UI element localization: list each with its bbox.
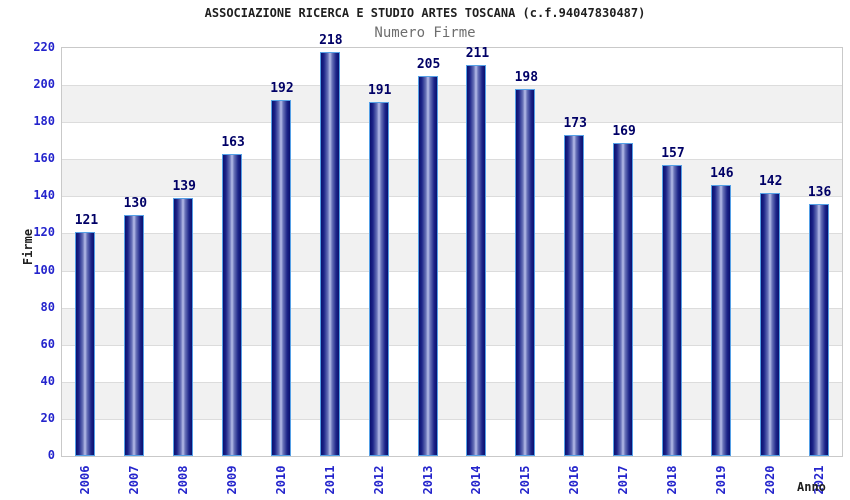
bar-2014 (466, 65, 487, 456)
bar-value-label: 163 (221, 135, 245, 150)
bar-2009 (222, 154, 243, 456)
bar-2012 (368, 102, 389, 456)
bar-value-label: 139 (172, 179, 196, 194)
x-axis-label: Anno (797, 480, 826, 494)
bar-2019 (710, 185, 731, 456)
y-tick-label: 140 (33, 188, 55, 203)
y-tick-label: 180 (33, 114, 55, 129)
bar-value-label: 218 (319, 33, 343, 48)
gridline (62, 381, 842, 383)
bar-2007 (124, 215, 145, 456)
gridline (62, 418, 842, 420)
bar-2011 (319, 52, 340, 456)
gridline (62, 270, 842, 272)
bar-2020 (759, 193, 780, 456)
x-tick-label-2020: 2020 (762, 465, 777, 495)
x-tick-label-2017: 2017 (616, 465, 631, 495)
gridline (62, 159, 842, 161)
background-band (62, 85, 842, 123)
y-tick-label: 40 (40, 373, 55, 388)
x-tick-label-2008: 2008 (176, 465, 191, 495)
bar-value-label: 130 (123, 196, 148, 211)
gridline (62, 122, 842, 124)
bar-value-label: 211 (465, 46, 490, 61)
bar-2015 (515, 89, 536, 456)
gridline (62, 307, 842, 309)
y-axis-label: Firme (21, 228, 35, 266)
bar-2016 (564, 135, 585, 456)
background-band (62, 122, 842, 160)
y-tick-label: 60 (40, 336, 55, 351)
bar-value-label: 157 (661, 146, 685, 161)
bar-2006 (75, 232, 96, 456)
x-tick-label-2019: 2019 (713, 465, 728, 495)
bar-value-label: 169 (612, 124, 636, 139)
bar-value-label: 205 (416, 57, 441, 72)
x-tick-label-2015: 2015 (518, 465, 533, 495)
plot-area: 121 130 139 163 192 218 191 205 211 198 173 169 157 1… (61, 34, 843, 457)
gridline (62, 196, 842, 198)
y-tick-label: 120 (33, 225, 55, 240)
bar-2018 (661, 165, 682, 456)
bar-value-label: 191 (367, 83, 392, 98)
chart-title: ASSOCIAZIONE RICERCA E STUDIO ARTES TOSC… (204, 6, 646, 20)
y-tick-label: 220 (33, 40, 55, 54)
bar-value-label: 198 (514, 70, 539, 85)
x-tick-label-2010: 2010 (273, 465, 288, 495)
y-tick-label: 160 (33, 151, 55, 166)
y-tick-label: 20 (40, 410, 55, 425)
x-tick-label-2007: 2007 (127, 465, 142, 495)
x-tick-label-2016: 2016 (567, 465, 582, 495)
y-tick-label: 100 (33, 262, 55, 277)
bar-2013 (417, 76, 438, 456)
x-tick-label-2012: 2012 (371, 465, 386, 495)
y-tick-label: 80 (40, 299, 55, 314)
bar-value-label: 192 (270, 81, 294, 96)
x-tick-label-2018: 2018 (664, 465, 679, 495)
bar-2021 (808, 204, 829, 456)
x-tick-label-2006: 2006 (78, 465, 93, 495)
bar-value-label: 142 (758, 174, 783, 189)
bar-2010 (270, 100, 291, 456)
chart-subtitle: Numero Firme (374, 25, 476, 41)
bar-2017 (613, 143, 634, 456)
bar-value-label: 173 (563, 116, 587, 131)
bar-value-label: 146 (710, 166, 734, 181)
gridline (62, 344, 842, 346)
y-tick-label: 0 (47, 448, 55, 462)
x-tick-label-2013: 2013 (420, 465, 435, 495)
bar-value-label: 136 (807, 185, 832, 200)
background-band (62, 48, 842, 86)
x-tick-label-2011: 2011 (322, 465, 337, 495)
x-tick-label-2014: 2014 (469, 465, 484, 495)
bar-2008 (173, 198, 194, 456)
bar-value-label: 121 (74, 213, 99, 228)
x-tick-label-2009: 2009 (225, 465, 240, 495)
gridline (62, 85, 842, 87)
gridline (62, 233, 842, 235)
y-tick-label: 200 (33, 77, 55, 92)
